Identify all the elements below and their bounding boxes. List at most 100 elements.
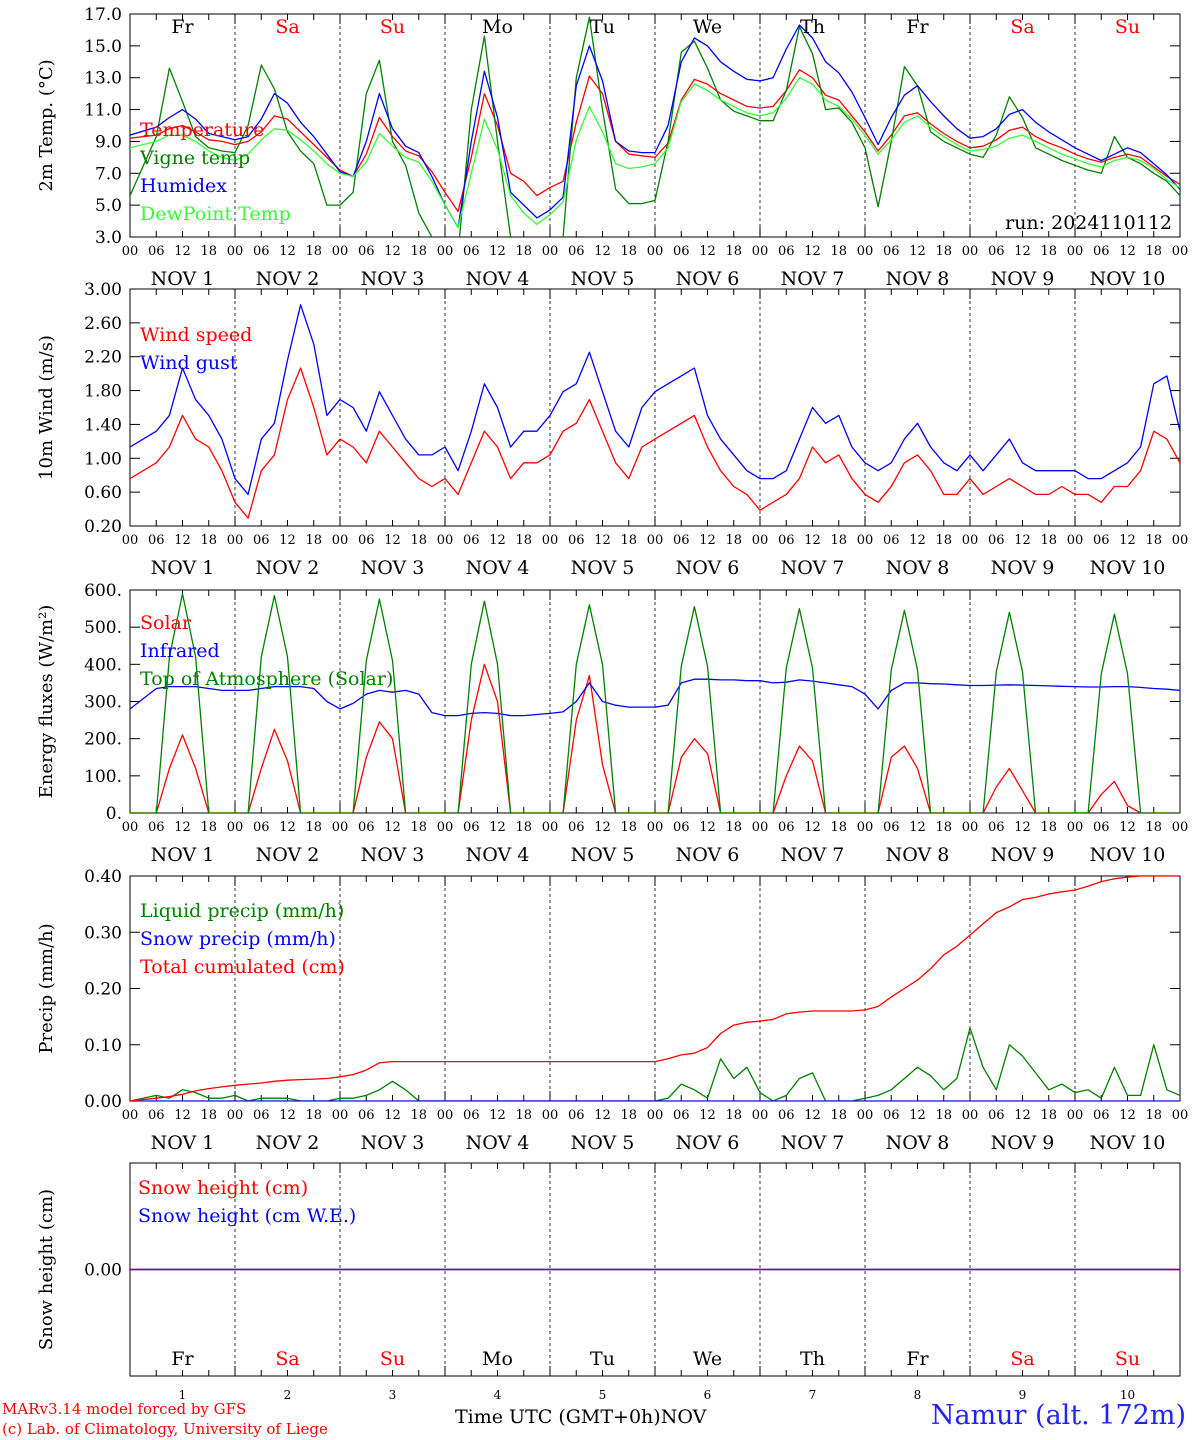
hour-tick-label: 06: [883, 1108, 900, 1123]
y-tick-label: 0.00: [84, 1092, 122, 1112]
hour-tick-label: 06: [988, 533, 1005, 548]
date-label: NOV 7: [781, 268, 845, 290]
y-tick-label: 9.0: [95, 132, 122, 152]
hour-tick-label: 12: [384, 1108, 401, 1123]
date-label: NOV 8: [886, 557, 950, 579]
hour-tick-label: 18: [1145, 1108, 1162, 1123]
hour-tick-label: 00: [542, 1108, 559, 1123]
hour-tick-label: 06: [358, 1108, 375, 1123]
hour-tick-label: 18: [725, 244, 742, 259]
hour-tick-label: 00: [227, 244, 244, 259]
hour-tick-label: 18: [515, 1108, 532, 1123]
legend-entry: Wind speed: [140, 324, 252, 346]
date-label: NOV 1: [151, 1132, 215, 1154]
hour-tick-label: 00: [1067, 244, 1084, 259]
date-label: NOV 10: [1090, 844, 1166, 866]
hour-tick-label: 00: [1172, 533, 1189, 548]
hour-tick-label: 12: [594, 244, 611, 259]
hour-tick-label: 06: [1093, 820, 1110, 835]
legend-entry: Snow height (cm): [138, 1177, 308, 1199]
hour-tick-label: 12: [1119, 820, 1136, 835]
run-label: run: 2024110112: [1005, 212, 1172, 234]
hour-tick-label: 12: [909, 533, 926, 548]
hour-tick-label: 06: [1093, 533, 1110, 548]
legend-entry: Total cumulated (cm): [140, 956, 345, 978]
hour-tick-label: 18: [620, 820, 637, 835]
day-of-week-label: Fr: [906, 1348, 929, 1370]
series-line: [130, 876, 1180, 1101]
hour-tick-label: 18: [515, 533, 532, 548]
hour-tick-label: 12: [174, 533, 191, 548]
y-tick-label: 2.20: [84, 348, 122, 368]
y-tick-label: 400.: [84, 655, 122, 675]
hour-tick-label: 00: [437, 1108, 454, 1123]
hour-tick-label: 00: [542, 533, 559, 548]
hour-tick-label: 00: [752, 533, 769, 548]
hour-tick-label: 18: [830, 533, 847, 548]
hour-tick-label: 12: [1119, 244, 1136, 259]
hour-tick-label: 00: [647, 533, 664, 548]
series-line: [130, 1027, 1180, 1101]
y-tick-label: 0.: [106, 804, 122, 824]
hour-tick-label: 06: [568, 533, 585, 548]
series-line: [130, 24, 1180, 229]
hour-tick-label: 00: [122, 533, 139, 548]
hour-tick-label: 18: [935, 244, 952, 259]
hour-tick-label: 00: [332, 820, 349, 835]
hour-tick-label: 12: [279, 244, 296, 259]
series-line: [130, 367, 1180, 519]
hour-tick-label: 18: [1040, 533, 1057, 548]
hour-tick-label: 06: [253, 244, 270, 259]
y-axis-label: Precip (mm/h): [36, 923, 57, 1053]
hour-tick-label: 00: [1172, 820, 1189, 835]
hour-tick-label: 06: [463, 533, 480, 548]
series-line: [130, 16, 1180, 237]
day-of-week-label: Su: [1115, 16, 1140, 38]
legend-entry: Top of Atmosphere (Solar): [140, 668, 393, 690]
day-number-label: 5: [599, 1388, 607, 1402]
date-label: NOV 7: [781, 557, 845, 579]
hour-tick-label: 18: [935, 1108, 952, 1123]
day-of-week-label: Sa: [275, 1348, 299, 1370]
hour-tick-label: 12: [1119, 1108, 1136, 1123]
y-axis-label: Energy fluxes (W/m²): [36, 605, 57, 799]
date-label: NOV 2: [256, 844, 320, 866]
day-number-label: 9: [1019, 1388, 1027, 1402]
hour-tick-label: 18: [1040, 820, 1057, 835]
hour-tick-label: 00: [962, 1108, 979, 1123]
hour-tick-label: 18: [200, 1108, 217, 1123]
hour-tick-label: 18: [830, 820, 847, 835]
y-axis-label: 10m Wind (m/s): [36, 335, 57, 480]
hour-tick-label: 12: [279, 533, 296, 548]
hour-tick-label: 00: [647, 820, 664, 835]
hour-tick-label: 00: [227, 1108, 244, 1123]
hour-tick-label: 00: [752, 820, 769, 835]
y-tick-label: 0.20: [84, 517, 122, 537]
y-tick-label: 7.0: [95, 164, 122, 184]
date-label: NOV 7: [781, 1132, 845, 1154]
hour-tick-label: 06: [778, 533, 795, 548]
day-of-week-label: Sa: [1010, 1348, 1034, 1370]
x-axis-title-text: Time UTC (GMT+0h): [455, 1406, 661, 1428]
hour-tick-label: 18: [200, 533, 217, 548]
hour-tick-label: 00: [962, 244, 979, 259]
date-label: NOV 6: [676, 1132, 740, 1154]
date-label: NOV 4: [466, 268, 530, 290]
model-credit: MARv3.14 model forced by GFS: [2, 1400, 247, 1418]
hour-tick-label: 06: [463, 820, 480, 835]
day-of-week-label: Tu: [590, 16, 615, 38]
hour-tick-label: 18: [410, 533, 427, 548]
hour-tick-label: 18: [830, 1108, 847, 1123]
date-label: NOV 10: [1090, 1132, 1166, 1154]
hour-tick-label: 12: [909, 1108, 926, 1123]
legend-entry: Vigne temp: [139, 147, 250, 169]
day-of-week-label: We: [693, 16, 722, 38]
hour-tick-label: 18: [305, 533, 322, 548]
hour-tick-label: 12: [489, 533, 506, 548]
date-label: NOV 2: [256, 268, 320, 290]
hour-tick-label: 06: [358, 533, 375, 548]
series-group: [130, 876, 1180, 1101]
y-tick-label: 3.0: [95, 228, 122, 248]
month-label: NOV: [660, 1406, 707, 1428]
